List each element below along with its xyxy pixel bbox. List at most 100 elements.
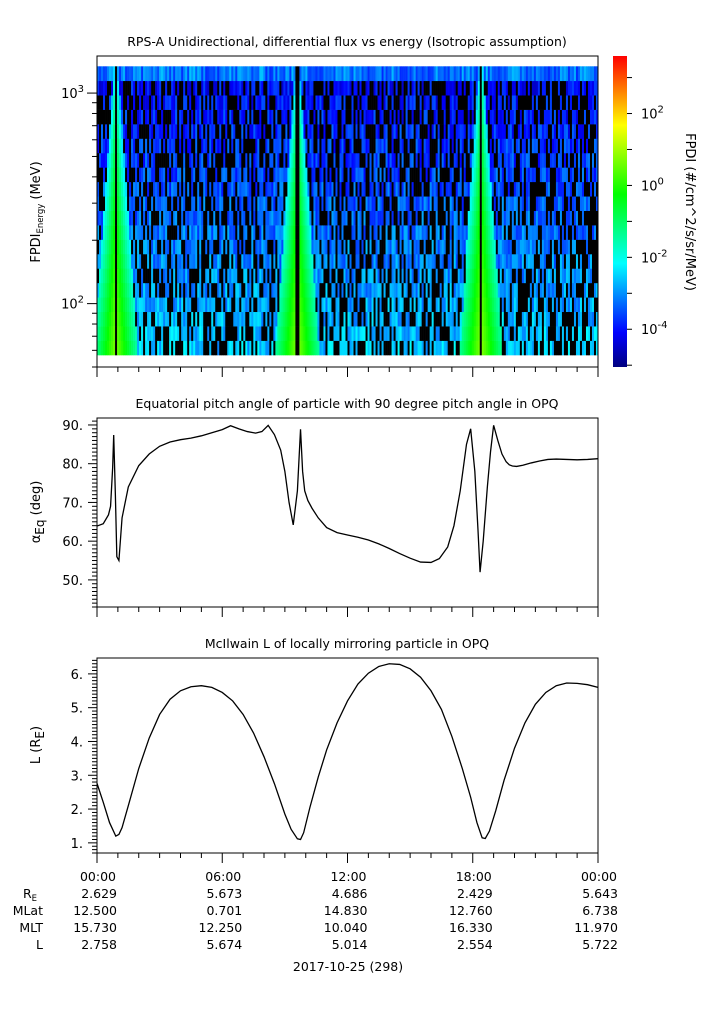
- spectrogram-cell: [335, 340, 338, 356]
- spectrogram-cell: [277, 311, 280, 327]
- spectrogram-cell: [361, 297, 364, 313]
- spectrogram-cell: [359, 239, 362, 255]
- spectrogram-cell: [311, 152, 314, 168]
- spectrogram-cell: [117, 138, 120, 154]
- spectrogram-cell: [413, 181, 416, 197]
- spectrogram-cell: [401, 124, 404, 139]
- spectrogram-cell: [511, 210, 515, 226]
- spectrogram-cell: [209, 311, 212, 327]
- spectrogram-cell: [417, 253, 420, 269]
- spectrogram-cell: [247, 225, 250, 240]
- spectrogram-cell: [503, 225, 507, 240]
- spectrogram-cell: [547, 253, 551, 269]
- spectrogram-cell: [281, 124, 284, 139]
- spectrogram-cell: [459, 109, 463, 125]
- spectrogram-cell: [367, 253, 370, 269]
- spectrogram-cell: [415, 138, 418, 154]
- spectrogram-cell: [233, 124, 236, 139]
- spectrogram-cell: [131, 138, 134, 154]
- spectrogram-cell: [335, 225, 338, 240]
- spectrogram-cell: [429, 124, 432, 139]
- spectrogram-cell: [319, 167, 322, 183]
- spectrogram-cell: [329, 95, 332, 110]
- spectrogram-cell: [551, 253, 555, 269]
- spectrogram-cell: [529, 282, 533, 298]
- spectrogram-cell: [331, 167, 334, 183]
- spectrogram-cell: [347, 109, 350, 125]
- spectrogram-cell: [333, 167, 336, 183]
- spectrogram-cell: [473, 167, 477, 183]
- spectrogram-cell: [443, 80, 446, 96]
- spectrogram-cell: [429, 340, 432, 356]
- spectrogram-cell: [569, 282, 573, 298]
- spectrogram-cell: [351, 181, 354, 197]
- spectrogram-cell: [261, 239, 264, 255]
- spectrogram-cell: [221, 239, 224, 255]
- spectrogram-cell: [491, 196, 495, 211]
- spectrogram-cell: [541, 196, 545, 211]
- spectrogram-cell: [443, 297, 446, 313]
- spectrogram-cell: [483, 181, 487, 197]
- spectrogram-cell: [345, 253, 348, 269]
- spectrogram-cell: [529, 80, 533, 96]
- spectrogram-cell: [441, 340, 444, 356]
- spectrogram-cell: [465, 66, 469, 82]
- spectrogram-cell: [441, 268, 444, 284]
- spectrogram-cell: [103, 181, 106, 197]
- spectrogram-cell: [301, 181, 304, 197]
- spectrogram-cell: [463, 181, 467, 197]
- spectrogram-cell: [187, 196, 190, 211]
- spectrogram-cell: [133, 311, 136, 327]
- spectrogram-cell: [307, 80, 310, 96]
- spectrogram-cell: [559, 282, 563, 298]
- spectrogram-cell: [567, 225, 571, 240]
- spectrogram-cell: [503, 326, 507, 341]
- spectrogram-cell: [307, 95, 310, 110]
- spectrogram-cell: [213, 138, 216, 154]
- spectrogram-cell: [457, 124, 461, 139]
- spectrogram-cell: [449, 109, 452, 125]
- spectrogram-cell: [545, 181, 549, 197]
- spectrogram-cell: [105, 340, 108, 356]
- spectrogram-cell: [493, 152, 497, 168]
- spectrogram-cell: [303, 253, 306, 269]
- spectrogram-cell: [401, 109, 404, 125]
- spectrogram-cell: [473, 239, 477, 255]
- spectrogram-cell: [257, 109, 260, 125]
- spectrogram-cell: [483, 253, 487, 269]
- spectrogram-cell: [435, 311, 438, 327]
- spectrogram-cell: [267, 239, 270, 255]
- spectrogram-cell: [545, 196, 549, 211]
- spectrogram-cell: [245, 340, 248, 356]
- spectrogram-cell: [583, 124, 587, 139]
- spectrogram-cell: [197, 268, 200, 284]
- spectrogram-cell: [161, 80, 164, 96]
- spectrogram-cell: [355, 297, 358, 313]
- spectrogram-cell: [435, 282, 438, 298]
- spectrogram-cell: [577, 66, 581, 82]
- spectrogram-cell: [285, 311, 288, 327]
- spectrogram-cell: [385, 196, 388, 211]
- spectrogram-cell: [395, 253, 398, 269]
- spectrogram-cell: [249, 196, 252, 211]
- spectrogram-cell: [233, 181, 236, 197]
- spectrogram-cell: [259, 326, 262, 341]
- spectrogram-cell: [395, 225, 398, 240]
- spectrogram-cell: [461, 152, 465, 168]
- spectrogram-cell: [413, 167, 416, 183]
- spectrogram-cell: [241, 268, 244, 284]
- spectrogram-cell: [269, 167, 272, 183]
- spectrogram-cell: [309, 95, 312, 110]
- spectrogram-cell: [101, 210, 104, 226]
- spectrogram-cell: [257, 66, 260, 82]
- spectrogram-cell: [537, 124, 541, 139]
- spectrogram-cell: [431, 80, 434, 96]
- spectrogram-cell: [493, 282, 497, 298]
- spectrogram-cell: [401, 66, 404, 82]
- spectrogram-cell: [593, 109, 597, 125]
- spectrogram-cell: [357, 167, 360, 183]
- spectrogram-cell: [587, 225, 591, 240]
- spectrogram-cell: [307, 225, 310, 240]
- spectrogram-cell: [509, 152, 513, 168]
- spectrogram-cell: [101, 95, 104, 110]
